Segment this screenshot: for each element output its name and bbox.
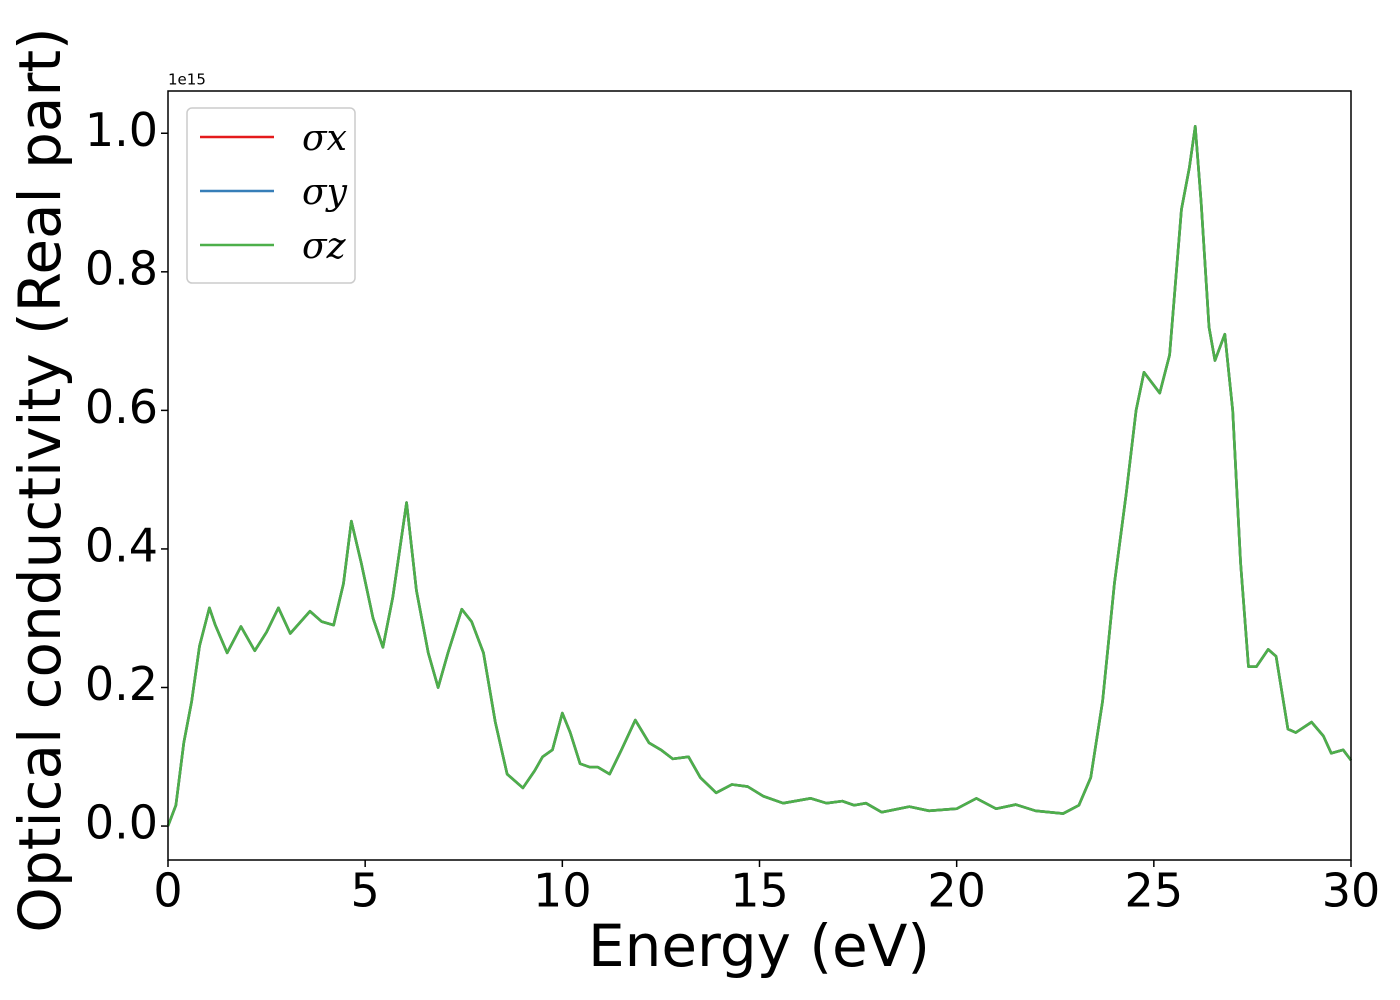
x-axis-label: Energy (eV)	[588, 912, 930, 980]
y-offset-label: 1e15	[168, 71, 206, 89]
y-tick-label: 0.8	[85, 241, 158, 295]
x-tick-label: 5	[351, 864, 380, 918]
x-tick-label: 25	[1125, 864, 1184, 918]
y-tick-label: 0.2	[85, 657, 158, 711]
legend-label: σy	[302, 172, 348, 213]
series-line	[166, 125, 1353, 827]
y-tick-label: 1.0	[85, 103, 158, 157]
x-tick-label: 0	[153, 864, 182, 918]
legend-label: σz	[302, 226, 347, 267]
x-tick-label: 10	[533, 864, 592, 918]
y-tick-label: 0.6	[85, 380, 158, 434]
x-tick-label: 20	[927, 864, 986, 918]
x-tick-label: 30	[1322, 864, 1381, 918]
legend-label: σx	[302, 118, 347, 159]
legend-box	[186, 107, 356, 284]
x-tick-label: 15	[730, 864, 789, 918]
y-tick-label: 0.0	[85, 796, 158, 850]
y-tick-label: 0.4	[85, 518, 158, 572]
plot-frame	[167, 90, 1352, 861]
y-axis-label: Optical conductivity (Real part)	[6, 27, 74, 932]
